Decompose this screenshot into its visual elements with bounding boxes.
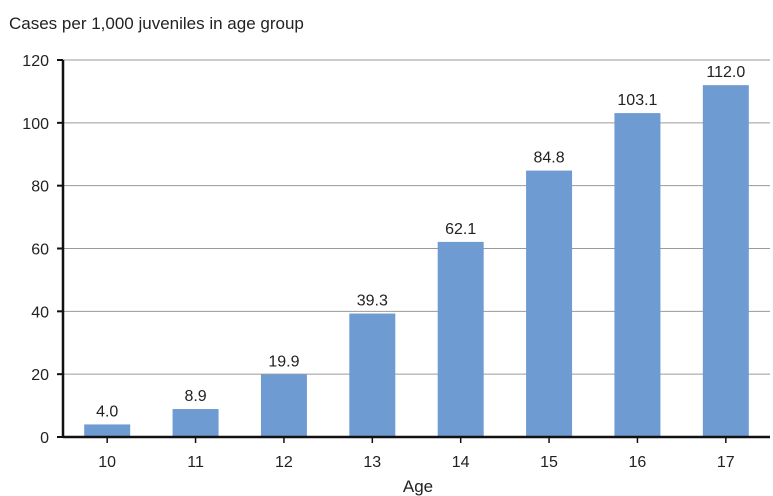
data-label: 112.0 bbox=[706, 64, 745, 81]
bar-age-11 bbox=[172, 409, 219, 437]
x-axis-label: Age bbox=[403, 477, 433, 496]
data-label: 62.1 bbox=[445, 221, 476, 238]
y-tick-label: 40 bbox=[31, 304, 49, 321]
y-tick-label: 20 bbox=[31, 367, 49, 384]
data-label: 39.3 bbox=[357, 293, 388, 310]
x-tick-label: 17 bbox=[717, 454, 735, 471]
x-tick-label: 10 bbox=[98, 454, 116, 471]
data-label: 19.9 bbox=[268, 353, 299, 370]
y-tick-label: 80 bbox=[31, 179, 49, 196]
bars bbox=[84, 85, 749, 437]
gridlines bbox=[63, 59, 770, 375]
data-label: 103.1 bbox=[617, 92, 657, 109]
x-tick-label: 13 bbox=[363, 454, 381, 471]
y-tick-label: 120 bbox=[22, 53, 49, 70]
bar-age-13 bbox=[349, 313, 396, 437]
y-tick-label: 100 bbox=[22, 116, 49, 133]
bar-age-10 bbox=[84, 424, 131, 437]
data-label: 4.0 bbox=[96, 403, 118, 420]
bar-age-15 bbox=[526, 170, 573, 437]
y-axis-ticks: 0 20 40 60 80 100 120 bbox=[22, 53, 63, 447]
y-tick-label: 0 bbox=[40, 430, 49, 447]
bar-age-12 bbox=[260, 374, 307, 437]
x-tick-label: 12 bbox=[275, 454, 293, 471]
bar-age-17 bbox=[702, 85, 749, 437]
x-tick-label: 11 bbox=[187, 454, 204, 471]
bar-age-16 bbox=[614, 113, 661, 437]
bar-age-14 bbox=[437, 241, 484, 437]
data-label: 8.9 bbox=[184, 388, 206, 405]
x-tick-label: 16 bbox=[629, 454, 647, 471]
y-axis-label: Cases per 1,000 juveniles in age group bbox=[9, 14, 304, 33]
x-tick-label: 14 bbox=[452, 454, 470, 471]
data-label: 84.8 bbox=[533, 150, 564, 167]
y-tick-label: 60 bbox=[31, 242, 49, 259]
x-tick-label: 15 bbox=[540, 454, 558, 471]
data-labels: 4.0 8.9 19.9 39.3 62.1 84.8 103.1 112.0 bbox=[96, 64, 745, 420]
x-axis-ticks: 10 11 12 13 14 15 16 17 bbox=[98, 437, 735, 471]
